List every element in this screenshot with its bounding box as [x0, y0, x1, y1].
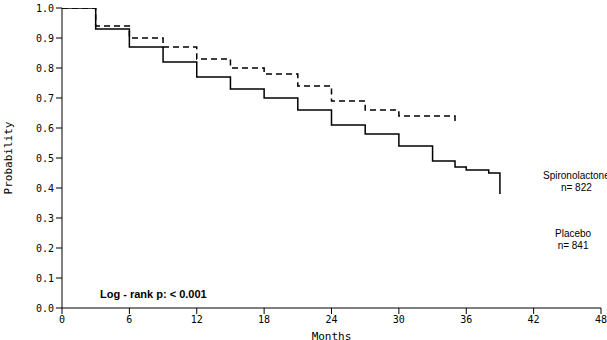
svg-text:0.6: 0.6: [36, 123, 54, 134]
svg-text:48: 48: [595, 314, 599, 325]
svg-text:Probability: Probability: [8, 121, 15, 194]
html-text:n= 841: n= 841: [557, 240, 589, 251]
svg-text:42: 42: [528, 314, 540, 325]
svg-text:0: 0: [59, 314, 65, 325]
svg-text:0.1: 0.1: [36, 273, 54, 284]
html-text:Log - rank p: < 0.001: Log - rank p: < 0.001: [100, 288, 207, 300]
svg-text:Months: Months: [312, 330, 352, 340]
svg-text:0.3: 0.3: [36, 213, 54, 224]
svg-text:0.4: 0.4: [36, 183, 54, 194]
svg-text:0.2: 0.2: [36, 243, 54, 254]
svg-text:0.9: 0.9: [36, 33, 54, 44]
svg-text:0.0: 0.0: [36, 303, 54, 314]
svg-text:30: 30: [393, 314, 405, 325]
svg-text:36: 36: [460, 314, 472, 325]
svg-text:24: 24: [325, 314, 337, 325]
html-text:n= 822: n= 822: [560, 182, 592, 193]
svg-text:0.8: 0.8: [36, 63, 54, 74]
svg-text:0.5: 0.5: [36, 153, 54, 164]
svg-text:1.0: 1.0: [36, 3, 54, 14]
html-text:Placebo: Placebo: [555, 228, 592, 239]
svg-text:12: 12: [191, 314, 203, 325]
svg-text:6: 6: [126, 314, 132, 325]
svg-text:18: 18: [258, 314, 270, 325]
svg-text:0.7: 0.7: [36, 93, 54, 104]
